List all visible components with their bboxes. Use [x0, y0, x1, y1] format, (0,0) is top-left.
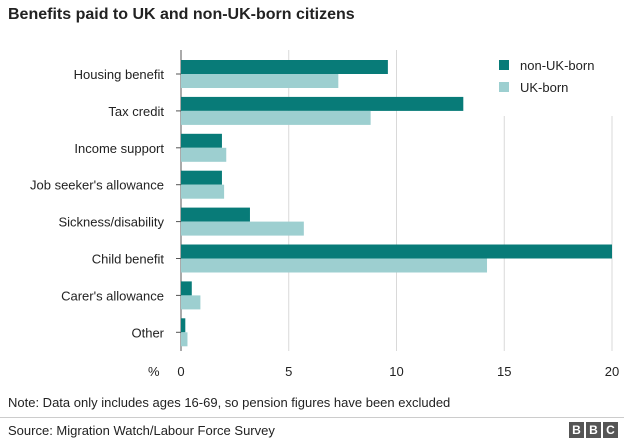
legend: non-UK-born UK-born [485, 50, 613, 116]
x-tick-label: 0 [177, 364, 184, 379]
x-tick-label: 5 [285, 364, 292, 379]
footnote: Note: Data only includes ages 16-69, so … [8, 395, 451, 410]
category-label: Other [131, 325, 164, 340]
bar [181, 96, 464, 111]
x-tick-label: 10 [389, 364, 403, 379]
bar [181, 295, 201, 310]
bar [181, 74, 339, 88]
legend-swatch [499, 82, 509, 92]
bar [181, 318, 186, 333]
bar-chart: Housing benefit Tax credit Income support J… [30, 50, 619, 379]
bbc-logo-block: C [603, 422, 618, 438]
bbc-logo-block: B [569, 422, 584, 438]
category-label: Job seeker's allowance [30, 178, 164, 193]
bar [181, 170, 222, 185]
category-labels: Housing benefit Tax credit Income support J… [30, 67, 181, 340]
x-tick-label: 20 [605, 364, 619, 379]
x-axis-unit-label: % [148, 364, 160, 379]
bar [181, 207, 250, 222]
category-label: Tax credit [108, 104, 164, 119]
category-label: Sickness/disability [59, 215, 165, 230]
bbc-logo: B B C [569, 422, 618, 438]
chart-title: Benefits paid to UK and non-UK-born citi… [8, 6, 355, 23]
legend-label: UK-born [520, 80, 568, 95]
bar [181, 110, 371, 125]
bar [181, 133, 222, 148]
category-label: Income support [74, 141, 164, 156]
x-tick-labels: 0 5 10 15 20 [177, 364, 619, 379]
bar [181, 147, 227, 162]
bar [181, 332, 188, 347]
source-text: Source: Migration Watch/Labour Force Sur… [8, 423, 275, 438]
legend-swatch [499, 60, 509, 70]
bar [181, 60, 388, 74]
category-label: Carer's allowance [61, 288, 164, 303]
bar [181, 184, 225, 199]
legend-label: non-UK-born [520, 58, 594, 73]
bar [181, 221, 304, 236]
category-label: Child benefit [92, 252, 165, 267]
x-tick-label: 15 [497, 364, 511, 379]
bar [181, 281, 192, 296]
divider [0, 417, 624, 418]
bbc-logo-block: B [586, 422, 601, 438]
bars [181, 60, 612, 347]
bar [181, 244, 612, 259]
bar [181, 258, 488, 273]
category-label: Housing benefit [74, 67, 165, 82]
